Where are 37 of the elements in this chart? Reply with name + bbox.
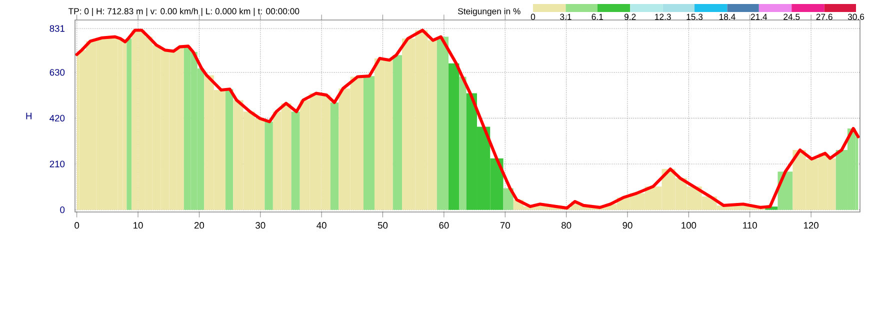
bar (503, 188, 514, 210)
y-tick-label: 831 (50, 25, 64, 32)
color-bar-label: 27.6 (816, 14, 832, 20)
x-tick-label: 110 (743, 222, 757, 229)
x-tick-label: 20 (194, 222, 204, 229)
x-tick-label: 0 (74, 222, 80, 229)
y-tick-label: 210 (50, 160, 65, 168)
color-bar-label: 18.4 (719, 14, 736, 20)
color-bar-label: 21.4 (750, 14, 768, 20)
bar (363, 76, 375, 210)
color-bar-label: 12.3 (655, 14, 671, 20)
x-tick-label: 80 (562, 222, 572, 229)
y-tick-label: 0 (60, 206, 65, 214)
x-tick-label: 40 (316, 222, 326, 229)
x-tick-label: 90 (622, 222, 632, 229)
x-tick-label: 10 (134, 222, 143, 229)
color-bar-label: 3.1 (560, 14, 572, 20)
x-tick-label: 100 (682, 222, 696, 229)
x-tick-label: 70 (500, 222, 510, 229)
x-tick-label: 120 (804, 222, 818, 229)
color-bar-title: Steigungen in % (458, 8, 520, 16)
color-bar-label: 6.1 (592, 14, 603, 20)
color-bar-label: 15.3 (686, 14, 703, 20)
color-bar-label: 9.2 (624, 14, 636, 20)
bar (330, 102, 339, 210)
y-tick-label: 630 (50, 69, 65, 76)
text: TP: 0 | H: 712.83 m | v: 0.00 km/h | L: 0.000 km | t: 00:00:00 (68, 8, 300, 16)
bar (392, 55, 402, 210)
color-bar-label: 30.6 (848, 14, 864, 20)
x-tick-label: 50 (378, 222, 388, 229)
y-axis-title: H (26, 112, 32, 120)
color-bar-label: 24.5 (784, 14, 800, 20)
x-tick-label: 30 (256, 222, 266, 229)
y-tick-label: 420 (50, 114, 65, 122)
color-bar-label: 0 (530, 14, 536, 20)
x-tick-label: 60 (439, 222, 449, 229)
bar (291, 112, 300, 210)
